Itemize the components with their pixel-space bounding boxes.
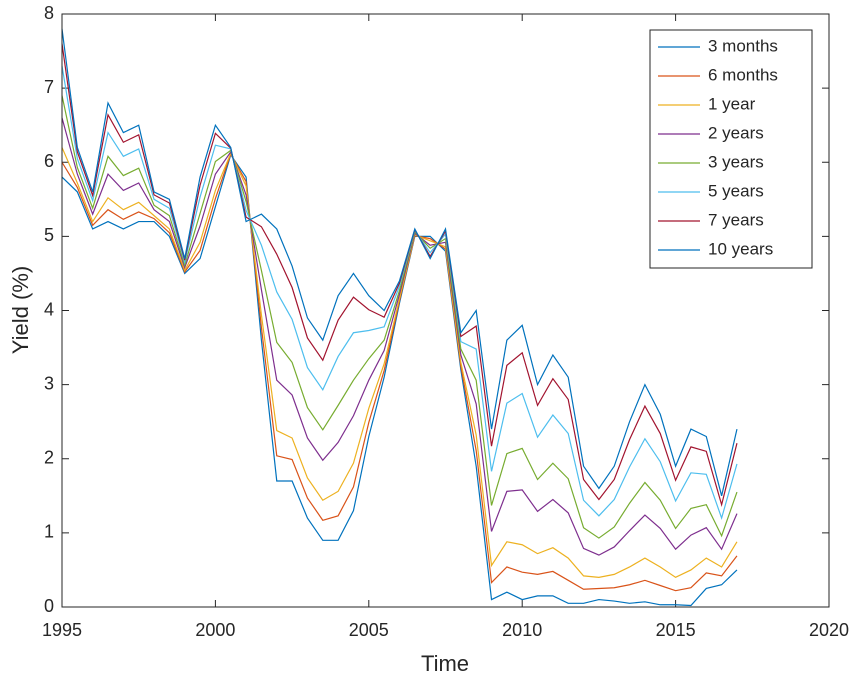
x-tick-label: 2000	[195, 620, 235, 640]
y-tick-label: 7	[44, 77, 54, 97]
y-tick-label: 1	[44, 522, 54, 542]
legend-label: 6 months	[708, 65, 778, 84]
y-tick-label: 0	[44, 596, 54, 616]
x-tick-label: 2005	[349, 620, 389, 640]
x-tick-label: 2020	[809, 620, 849, 640]
series-line	[61, 28, 738, 496]
legend-box	[649, 29, 813, 269]
legend-label: 3 years	[708, 152, 764, 171]
legend-label: 2 years	[708, 123, 764, 142]
series-line	[61, 95, 738, 539]
y-tick-label: 4	[44, 299, 54, 319]
y-axis-title: Yield (%)	[8, 266, 33, 354]
plot-frame	[61, 13, 830, 608]
legend-label: 5 years	[708, 181, 764, 200]
series-line	[61, 117, 738, 556]
series-line	[61, 43, 738, 508]
series-line	[61, 147, 738, 579]
legend-label: 7 years	[708, 210, 764, 229]
legend-label: 3 months	[708, 36, 778, 55]
x-tick-label: 2015	[656, 620, 696, 640]
x-tick-label: 1995	[42, 620, 82, 640]
y-tick-label: 3	[44, 373, 54, 393]
y-tick-label: 5	[44, 225, 54, 245]
series-line	[61, 65, 738, 521]
x-axis-title: Time	[421, 651, 469, 676]
x-tick-label: 2010	[502, 620, 542, 640]
legend-label: 10 years	[708, 239, 773, 258]
series-line	[61, 153, 738, 607]
legend-label: 1 year	[708, 94, 756, 113]
y-tick-label: 8	[44, 3, 54, 23]
y-tick-label: 6	[44, 151, 54, 171]
y-tick-label: 2	[44, 448, 54, 468]
